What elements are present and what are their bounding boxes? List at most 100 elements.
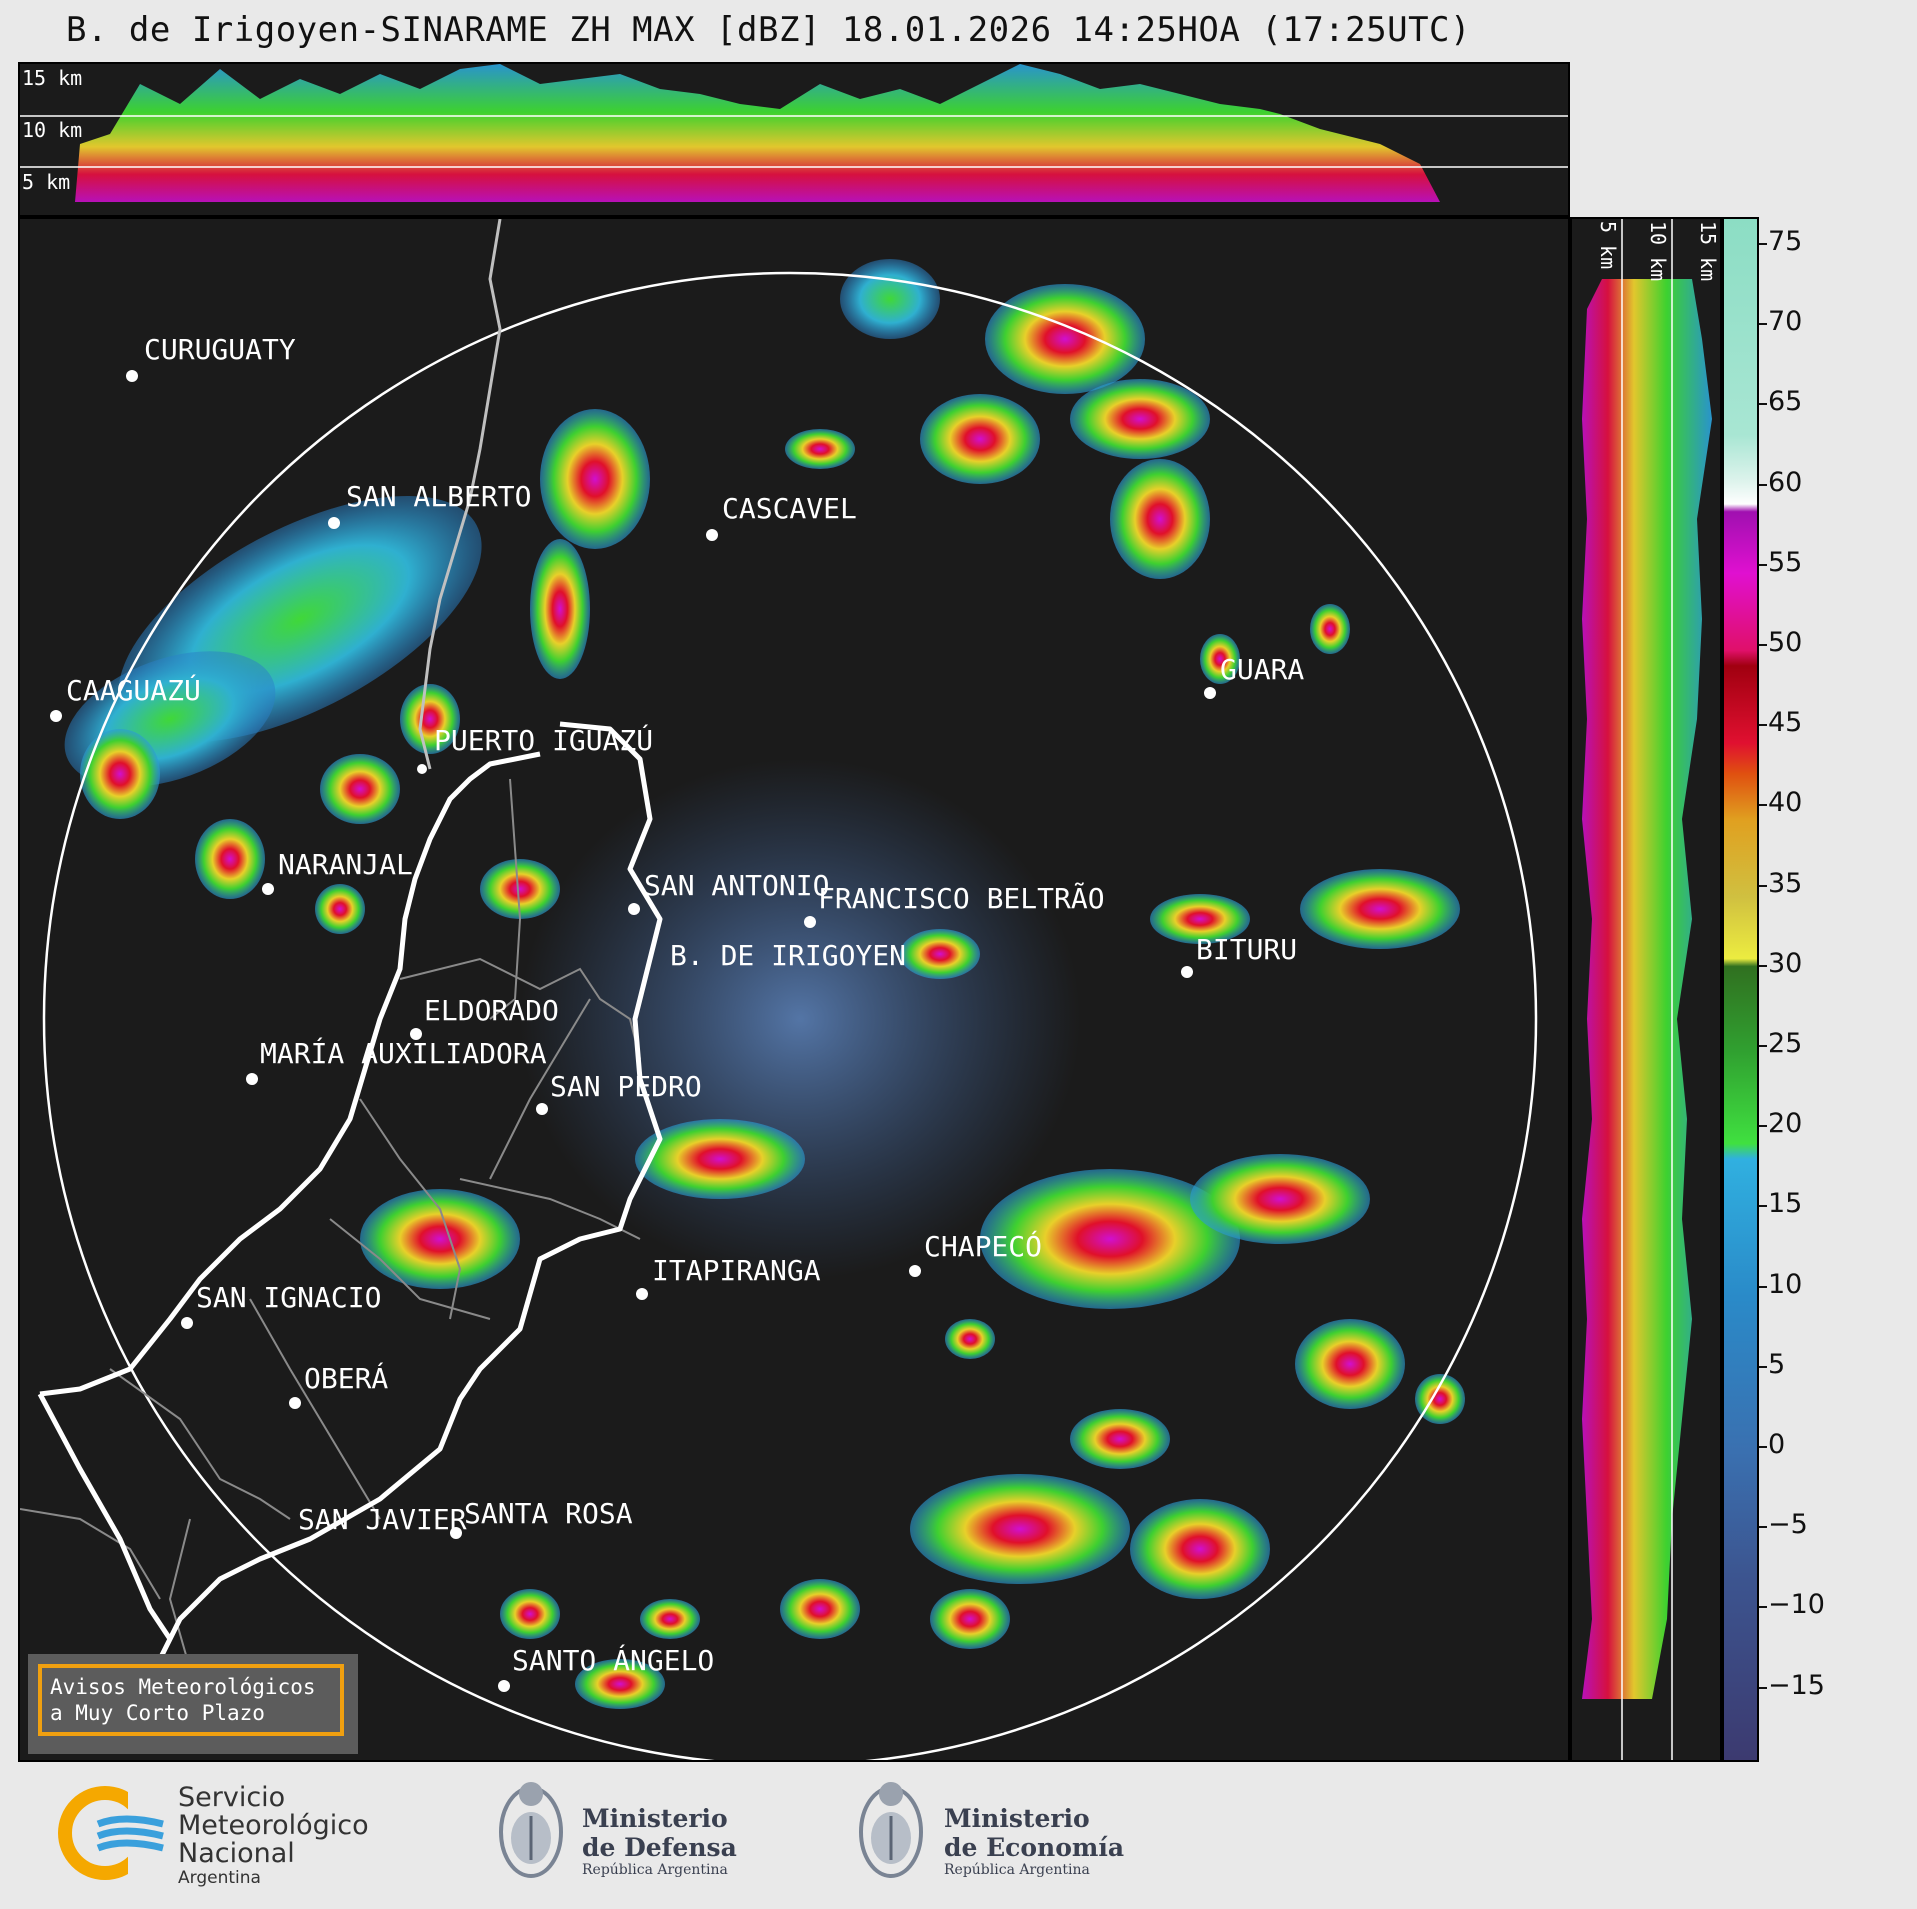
city-label-curuguaty: CURUGUATY [144, 333, 296, 366]
colorbar-tick-mark [1759, 1205, 1767, 1208]
colorbar-tick-mark [1759, 644, 1767, 646]
top-echo-profile [20, 64, 1568, 202]
city-label-eldorado: ELDORADO [424, 994, 559, 1027]
top-cross-section-panel: 15 km 10 km 5 km [18, 62, 1570, 217]
department-boundaries [20, 778, 641, 1670]
paraguay-brazil-border [418, 219, 502, 770]
defensa-line2: de Defensa [582, 1833, 737, 1862]
city-label-san-pedro: SAN PEDRO [550, 1070, 702, 1103]
colorbar-tick-label: 15 [1768, 1188, 1803, 1220]
colorbar-tick-mark [1759, 1606, 1767, 1609]
colorbar-tick-mark [1759, 1045, 1767, 1047]
colorbar-tick-label: 65 [1768, 386, 1803, 418]
city-label-san-alberto: SAN ALBERTO [346, 480, 531, 513]
colorbar-tick-label: 50 [1768, 627, 1803, 658]
colorbar-tick-label: 30 [1768, 947, 1803, 979]
economia-line2: de Economía [944, 1833, 1125, 1862]
alt-label-5km: 5 km [22, 170, 71, 194]
colorbar-tick-label: 40 [1768, 787, 1803, 819]
economia-logo-text: Ministerio de Economía República Argenti… [944, 1804, 1124, 1878]
storm-cells [80, 259, 1465, 1709]
colorbar-tick-mark [1759, 243, 1767, 245]
map-title: B. de Irigoyen-SINARAME ZH MAX [dBZ] 18.… [66, 10, 1471, 50]
colorbar-tick-label: 25 [1768, 1028, 1803, 1059]
colorbar-tick-label: 20 [1768, 1108, 1803, 1140]
warning-link[interactable]: Avisos Meteorológicos a Muy Corto Plazo [38, 1664, 344, 1736]
city-label-chapeco: CHAPECÓ [924, 1229, 1042, 1263]
smn-line1: Servicio [178, 1782, 286, 1813]
alt-label-15km: 15 km [22, 66, 83, 90]
international-borders [37, 721, 663, 1741]
colorbar-tick-mark [1759, 884, 1767, 887]
colorbar-tick-label: −15 [1768, 1669, 1825, 1701]
dbz-colorbar [1722, 217, 1759, 1762]
colorbar-tick-mark [1759, 403, 1767, 406]
side-echo-profile [1582, 219, 1712, 1760]
city-label-santo-angelo: SANTO ÁNGELO [512, 1643, 714, 1677]
colorbar-tick-mark [1759, 804, 1767, 807]
colorbar-tick-label: 5 [1768, 1348, 1786, 1380]
colorbar-tick-label: 35 [1768, 867, 1803, 899]
colorbar-tick-label: 60 [1768, 466, 1803, 498]
city-label-francisco-beltrao: FRANCISCO BELTRÃO [818, 882, 1105, 915]
city-label-itapiranga: ITAPIRANGA [652, 1254, 821, 1287]
radar-map: CURUGUATY SAN ALBERTO CASCAVEL CAAGUAZÚ … [20, 219, 1538, 1760]
warning-box [28, 1654, 358, 1754]
colorbar-tick-label: 45 [1768, 707, 1803, 739]
colorbar-tick-mark [1759, 1365, 1767, 1368]
colorbar-tick-mark [1759, 1526, 1767, 1529]
city-label-naranjal: NARANJAL [278, 848, 413, 881]
colorbar-tick-label: −5 [1768, 1509, 1808, 1541]
city-label-santa-rosa: SANTA ROSA [464, 1497, 633, 1530]
smn-line3: Nacional [178, 1838, 295, 1869]
defensa-line1: Ministerio [582, 1804, 728, 1833]
economia-line1: Ministerio [944, 1804, 1090, 1833]
radar-map-panel: CURUGUATY SAN ALBERTO CASCAVEL CAAGUAZÚ … [18, 217, 1570, 1762]
colorbar-tick-label: 0 [1768, 1429, 1786, 1460]
warning-line2: a Muy Corto Plazo [50, 1701, 265, 1725]
city-label-puerto-iguazu: PUERTO IGUAZÚ [434, 723, 653, 757]
colorbar-tick-label: 10 [1768, 1268, 1803, 1300]
colorbar-tick-mark [1759, 563, 1767, 566]
city-label-maria-auxiliadora: MARÍA AUXILIADORA [260, 1036, 547, 1070]
economia-line3: República Argentina [944, 1862, 1090, 1878]
alt-label-10km: 10 km [22, 118, 83, 142]
smn-line2: Meteorológico [178, 1810, 369, 1841]
colorbar-tick-mark [1759, 964, 1767, 967]
side-alt-label-15km: 15 km [1696, 221, 1720, 282]
city-label-obera: OBERÁ [304, 1361, 388, 1395]
range-ring [42, 271, 1538, 1760]
defensa-line3: República Argentina [582, 1862, 728, 1878]
ground-clutter [520, 759, 1080, 1279]
city-label-san-javier: SAN JAVIER [298, 1503, 467, 1536]
city-markers [50, 370, 1216, 1692]
colorbar-tick-mark [1759, 1686, 1767, 1689]
colorbar-tick-mark [1759, 1285, 1767, 1288]
colorbar-tick-mark [1759, 724, 1767, 727]
smn-logo-text: Servicio Meteorológico Nacional Argentin… [178, 1782, 369, 1889]
colorbar-tick-mark [1759, 483, 1767, 486]
defensa-shield-icon [496, 1772, 566, 1892]
city-label-bituru: BITURU [1196, 933, 1297, 966]
warning-line1: Avisos Meteorológicos [50, 1675, 316, 1699]
smn-line4: Argentina [178, 1868, 261, 1888]
colorbar-tick-label: 75 [1768, 226, 1803, 257]
economia-shield-icon [856, 1772, 926, 1892]
city-label-san-antonio: SAN ANTONIO [644, 869, 829, 902]
colorbar-tick-mark [1759, 1125, 1767, 1128]
side-alt-label-10km: 10 km [1646, 221, 1670, 282]
smn-logo [58, 1786, 168, 1880]
colorbar-tick-mark [1759, 1446, 1767, 1448]
city-label-caaguazu: CAAGUAZÚ [66, 673, 201, 707]
city-label-cascavel: CASCAVEL [722, 492, 857, 525]
colorbar-tick-label: −10 [1768, 1589, 1825, 1621]
side-alt-label-5km: 5 km [1596, 221, 1620, 270]
colorbar-tick-label: 70 [1768, 306, 1803, 338]
side-cross-section-panel: 5 km 10 km 15 km [1570, 217, 1722, 1762]
city-label-san-ignacio: SAN IGNACIO [196, 1281, 381, 1314]
colorbar-tick-mark [1759, 323, 1767, 326]
city-label-guara: GUARA [1220, 653, 1304, 686]
city-label-b-de-irigoyen: B. DE IRIGOYEN [670, 939, 906, 972]
defensa-logo-text: Ministerio de Defensa República Argentin… [582, 1804, 737, 1878]
colorbar-tick-label: 55 [1768, 546, 1803, 578]
